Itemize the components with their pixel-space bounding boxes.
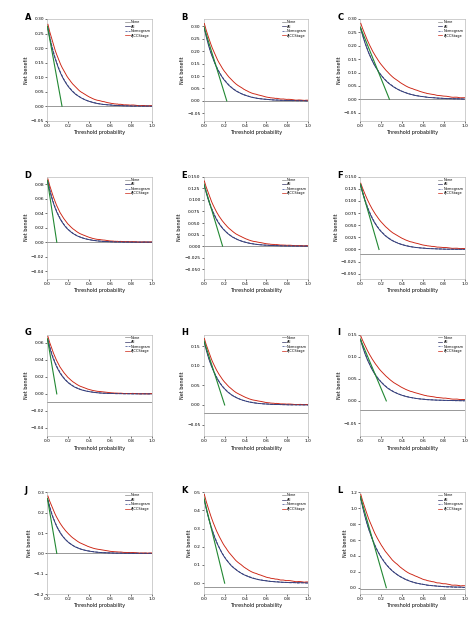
X-axis label: Threshold probability: Threshold probability <box>73 288 126 293</box>
Text: B: B <box>181 13 187 22</box>
Legend: None, All, Nomogram, AJCCStage: None, All, Nomogram, AJCCStage <box>125 20 151 38</box>
X-axis label: Threshold probability: Threshold probability <box>386 604 438 609</box>
Legend: None, All, Nomogram, AJCCStage: None, All, Nomogram, AJCCStage <box>282 335 308 353</box>
Text: L: L <box>337 486 343 495</box>
Y-axis label: Net benefit: Net benefit <box>337 56 342 83</box>
X-axis label: Threshold probability: Threshold probability <box>73 130 126 135</box>
Legend: None, All, Nomogram, AJCCStage: None, All, Nomogram, AJCCStage <box>438 178 464 196</box>
Legend: None, All, Nomogram, AJCCStage: None, All, Nomogram, AJCCStage <box>282 20 308 38</box>
Text: D: D <box>25 171 31 179</box>
X-axis label: Threshold probability: Threshold probability <box>230 288 282 293</box>
Legend: None, All, Nomogram, AJCCStage: None, All, Nomogram, AJCCStage <box>282 178 308 196</box>
X-axis label: Threshold probability: Threshold probability <box>386 288 438 293</box>
Legend: None, All, Nomogram, AJCCStage: None, All, Nomogram, AJCCStage <box>438 20 464 38</box>
Y-axis label: Net benefit: Net benefit <box>180 56 185 83</box>
Text: H: H <box>181 329 188 337</box>
Y-axis label: Net benefit: Net benefit <box>334 214 339 241</box>
X-axis label: Threshold probability: Threshold probability <box>230 130 282 135</box>
Legend: None, All, Nomogram, AJCCStage: None, All, Nomogram, AJCCStage <box>438 493 464 511</box>
Y-axis label: Net benefit: Net benefit <box>27 530 32 557</box>
Y-axis label: Net benefit: Net benefit <box>187 530 191 557</box>
Y-axis label: Net benefit: Net benefit <box>343 530 348 557</box>
Y-axis label: Net benefit: Net benefit <box>24 214 29 241</box>
Legend: None, All, Nomogram, AJCCStage: None, All, Nomogram, AJCCStage <box>438 335 464 353</box>
Text: K: K <box>181 486 187 495</box>
Legend: None, All, Nomogram, AJCCStage: None, All, Nomogram, AJCCStage <box>282 493 308 511</box>
X-axis label: Threshold probability: Threshold probability <box>386 130 438 135</box>
X-axis label: Threshold probability: Threshold probability <box>230 604 282 609</box>
X-axis label: Threshold probability: Threshold probability <box>73 446 126 451</box>
Legend: None, All, Nomogram, AJCCStage: None, All, Nomogram, AJCCStage <box>125 493 151 511</box>
X-axis label: Threshold probability: Threshold probability <box>386 446 438 451</box>
Y-axis label: Net benefit: Net benefit <box>24 372 29 399</box>
Y-axis label: Net benefit: Net benefit <box>24 56 29 83</box>
Text: E: E <box>181 171 186 179</box>
Y-axis label: Net benefit: Net benefit <box>177 214 182 241</box>
Legend: None, All, Nomogram, AJCCStage: None, All, Nomogram, AJCCStage <box>125 335 151 353</box>
Text: I: I <box>337 329 340 337</box>
X-axis label: Threshold probability: Threshold probability <box>73 604 126 609</box>
Legend: None, All, Nomogram, AJCCStage: None, All, Nomogram, AJCCStage <box>125 178 151 196</box>
Text: G: G <box>25 329 31 337</box>
Text: F: F <box>337 171 343 179</box>
Text: A: A <box>25 13 31 22</box>
X-axis label: Threshold probability: Threshold probability <box>230 446 282 451</box>
Text: J: J <box>25 486 27 495</box>
Y-axis label: Net benefit: Net benefit <box>337 372 342 399</box>
Y-axis label: Net benefit: Net benefit <box>180 372 185 399</box>
Text: C: C <box>337 13 344 22</box>
